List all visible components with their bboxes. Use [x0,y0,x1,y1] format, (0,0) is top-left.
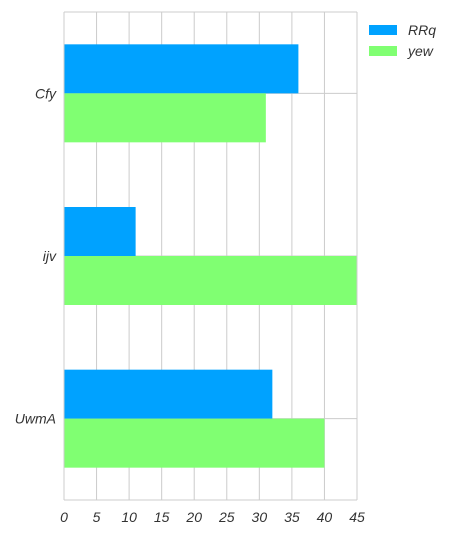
bar-RRq-ijv [64,207,136,256]
bar-RRq-Cfy [64,44,299,94]
legend: RRq yew [369,22,436,59]
bar-yew-UwmA [64,418,325,468]
legend-label-RRq: RRq [408,22,436,38]
x-tick-label-8: 40 [317,509,333,525]
x-tick-label-3: 15 [154,509,170,525]
axes: 0 5 10 15 20 25 30 35 40 45 Cfy ijv UwmA [15,11,365,525]
bar-yew-ijv [64,256,357,305]
bars [64,44,357,468]
legend-swatch-RRq [369,25,397,35]
bar-yew-Cfy [64,93,266,143]
legend-label-yew: yew [407,43,434,59]
bar-RRq-UwmA [64,369,273,419]
legend-swatch-yew [369,46,397,56]
x-tick-label-0: 0 [60,509,68,525]
x-tick-label-2: 10 [121,509,137,525]
y-category-label-0: Cfy [35,85,57,101]
y-category-label-2: UwmA [15,411,56,427]
y-category-label-1: ijv [43,248,57,264]
x-tick-label-9: 45 [349,509,365,525]
x-tick-label-4: 20 [185,509,202,525]
x-tick-label-6: 30 [252,509,268,525]
x-tick-label-1: 5 [93,509,101,525]
x-tick-label-5: 25 [218,509,235,525]
x-tick-label-7: 35 [284,509,300,525]
